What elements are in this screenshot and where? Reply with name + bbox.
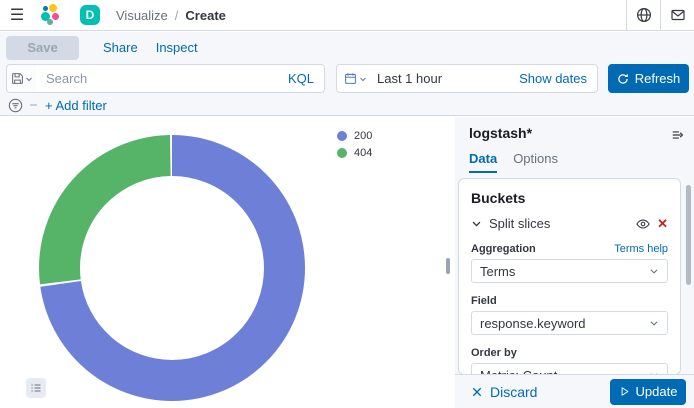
aggregation-row-label: Aggregation Terms help	[471, 243, 668, 255]
refresh-button[interactable]: Refresh	[608, 64, 689, 93]
bucket-type-label: Split slices	[489, 216, 551, 231]
remove-bucket-icon[interactable]: ✕	[657, 216, 668, 231]
list-icon	[31, 384, 41, 392]
hamburger-menu-icon[interactable]: ☰	[9, 7, 25, 24]
legend-dot	[337, 131, 347, 141]
panel-resize-handle[interactable]	[446, 258, 450, 274]
save-button[interactable]: Save	[6, 35, 79, 60]
search-box: KQL	[36, 64, 325, 93]
chevron-down-icon	[650, 269, 658, 274]
breadcrumb-page: Create	[185, 7, 226, 23]
saved-query-menu-button[interactable]	[6, 64, 37, 93]
eye-icon[interactable]	[636, 217, 650, 231]
legend-toggle-button[interactable]	[26, 378, 46, 398]
legend-item-200[interactable]: 200	[337, 130, 372, 142]
aggregation-label: Aggregation	[471, 243, 536, 255]
refresh-icon	[618, 73, 628, 84]
date-picker: Last 1 hour Show dates	[336, 64, 598, 93]
sidebar-tabs: Data Options	[469, 151, 558, 173]
logo-dot	[49, 4, 57, 12]
add-filter-button[interactable]: + Add filter	[45, 97, 107, 113]
logo-dot	[43, 6, 48, 11]
order-by-select[interactable]: Metric: Count	[471, 363, 668, 374]
breadcrumb-separator: /	[174, 7, 179, 23]
filter-bar: + Add filter	[0, 95, 694, 116]
search-input[interactable]	[46, 71, 280, 86]
chart-legend: 200 404	[337, 130, 372, 159]
vis-editor-sidebar: logstash* Data Options Buckets Split sli…	[455, 117, 694, 408]
top-nav-bar: Save Share Inspect	[0, 32, 694, 63]
split-slices-accordion[interactable]: Split slices ✕	[471, 216, 668, 231]
tab-options[interactable]: Options	[513, 151, 558, 166]
show-dates-button[interactable]: Show dates	[519, 71, 587, 86]
filter-dash	[30, 104, 37, 106]
aggregation-select[interactable]: Terms	[471, 259, 668, 283]
breadcrumb-section[interactable]: Visualize	[116, 7, 168, 23]
order-by-label: Order by	[471, 347, 517, 359]
newsfeed-mail-icon[interactable]	[661, 0, 694, 31]
field-label: Field	[471, 295, 497, 307]
field-row-label: Field	[471, 295, 668, 307]
chevron-down-icon	[25, 77, 32, 81]
save-query-icon	[11, 73, 23, 84]
legend-label: 200	[354, 130, 373, 142]
pie-chart[interactable]	[39, 135, 305, 401]
header-divider	[626, 0, 627, 31]
chevron-down-icon	[650, 321, 658, 326]
header-divider	[660, 0, 661, 31]
legend-dot	[337, 148, 347, 158]
inspect-button[interactable]: Inspect	[155, 40, 198, 55]
index-pattern-title: logstash*	[469, 125, 533, 141]
order-by-row-label: Order by	[471, 347, 668, 359]
buckets-title: Buckets	[471, 190, 526, 206]
donut-slice-200[interactable]	[39, 135, 305, 401]
logo-dot	[47, 19, 53, 25]
query-bar: KQL Last 1 hour Show dates Refresh	[0, 63, 694, 95]
buckets-card: Buckets Split slices ✕ Aggregation Terms…	[458, 178, 681, 375]
filter-icon[interactable]	[8, 98, 23, 113]
sidebar-scrollbar[interactable]	[686, 185, 691, 285]
close-icon	[472, 387, 482, 396]
legend-label: 404	[354, 147, 373, 159]
collapse-sidebar-icon[interactable]	[666, 125, 690, 145]
discard-button[interactable]: Discard	[471, 384, 537, 400]
sidebar-footer: Discard Update	[455, 374, 694, 408]
tab-data[interactable]: Data	[469, 151, 498, 173]
date-quick-select-button[interactable]	[337, 72, 373, 85]
main-content: 200 404 logstash* Data Options Buckets	[0, 117, 694, 408]
query-language-button[interactable]: KQL	[287, 71, 314, 86]
donut-svg	[39, 135, 305, 401]
time-range-value[interactable]: Last 1 hour	[377, 71, 443, 86]
top-header: ☰ D Visualize / Create	[0, 0, 694, 31]
logo-dot	[52, 13, 59, 20]
update-button[interactable]: Update	[610, 378, 686, 405]
donut-slice-404[interactable]	[39, 135, 305, 401]
field-select[interactable]: response.keyword	[471, 311, 668, 335]
help-globe-icon[interactable]	[627, 0, 660, 31]
breadcrumb: Visualize / Create	[116, 8, 226, 23]
legend-item-404[interactable]: 404	[337, 147, 372, 159]
share-button[interactable]: Share	[103, 40, 138, 55]
logo-dot	[41, 12, 50, 21]
calendar-icon	[344, 73, 356, 84]
chevron-down-icon	[472, 221, 481, 227]
elastic-logo[interactable]	[40, 4, 64, 26]
play-icon	[621, 387, 628, 396]
space-avatar[interactable]: D	[80, 5, 100, 25]
terms-help-link[interactable]: Terms help	[614, 243, 668, 255]
chevron-down-icon	[359, 77, 366, 81]
